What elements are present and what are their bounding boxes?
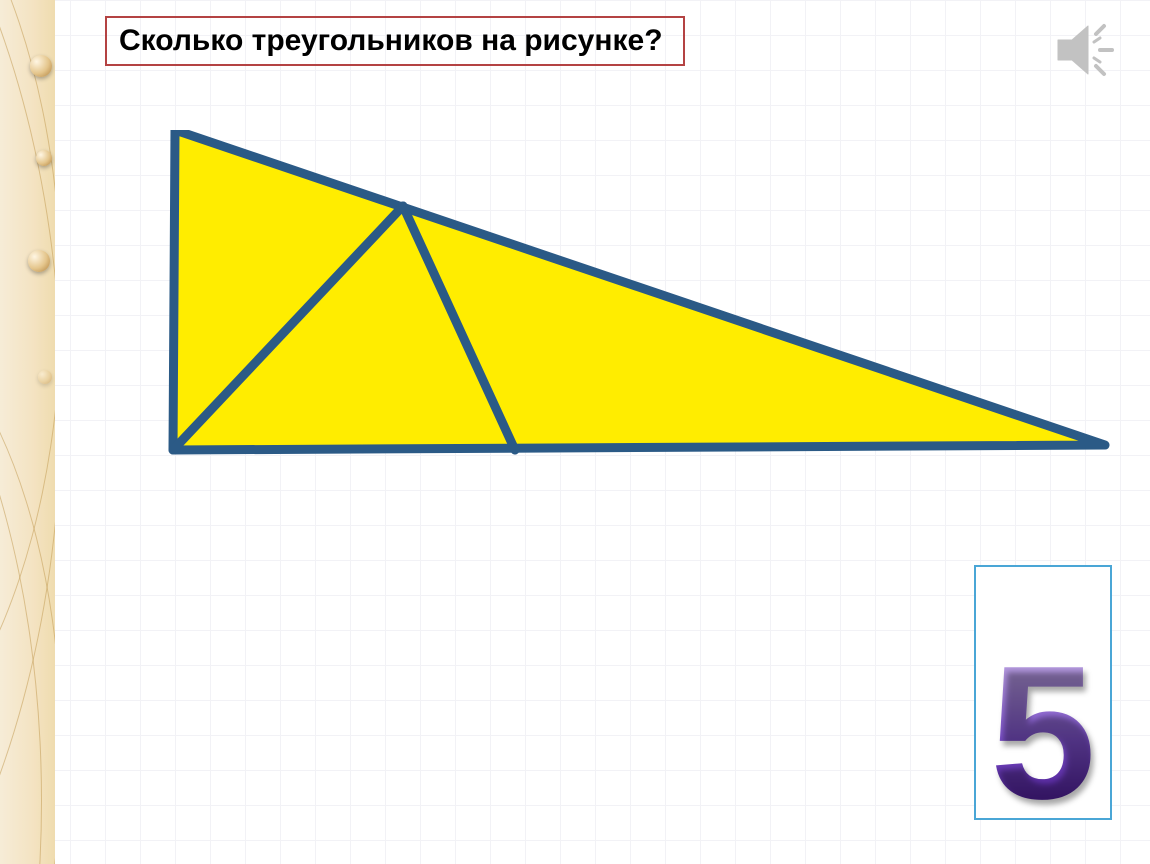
slide: Сколько треугольников на рисунке? 5: [0, 0, 1150, 864]
question-box: Сколько треугольников на рисунке?: [105, 16, 685, 66]
outer-triangle: [173, 130, 1105, 450]
answer-number: 5: [990, 662, 1096, 805]
decorative-strip: [0, 0, 55, 864]
question-text: Сколько треугольников на рисунке?: [119, 24, 663, 57]
triangle-diagram: [115, 130, 1115, 470]
answer-box: 5: [974, 565, 1112, 820]
speaker-icon[interactable]: [1054, 20, 1120, 80]
